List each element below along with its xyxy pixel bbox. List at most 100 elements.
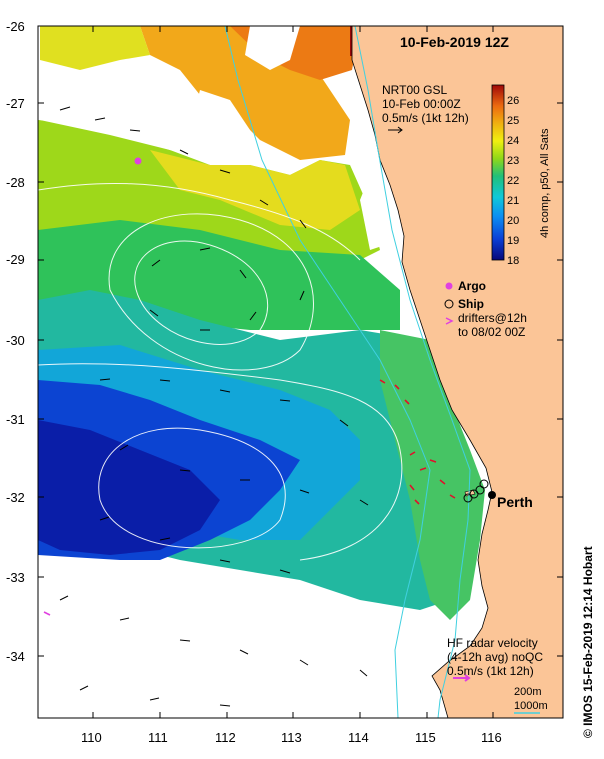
colorbar-label: 4h comp, p50, All Sats (539, 128, 551, 238)
colorbar-tick: 21 (507, 195, 519, 207)
current-arrow (299, 659, 309, 666)
drifter-legend-icon (445, 317, 454, 325)
isobath-1000m (224, 26, 431, 718)
credit-text: © IMOS 15-Feb-2019 12:14 Hobart (581, 546, 595, 738)
ship-track (463, 479, 489, 503)
current-arrow (199, 247, 211, 251)
current-arrow (59, 595, 69, 601)
hf-arrow (394, 384, 400, 390)
lat-label: -30 (6, 333, 25, 348)
current-arrow (359, 669, 368, 677)
argo-legend-icon (445, 282, 453, 290)
lon-label: 110 (81, 730, 102, 745)
drifter-track (43, 611, 51, 616)
lat-label: -33 (6, 570, 25, 585)
hf-radar-legend: HF radar velocity (4-12h avg) noQC 0.5m/… (447, 636, 543, 682)
legend-drifters-1: drifters@12h (458, 311, 527, 325)
hf-line-1: HF radar velocity (447, 636, 538, 650)
hf-line-2: (4-12h avg) noQC (447, 650, 543, 664)
colorbar-ramp (491, 84, 505, 261)
current-arrow (59, 106, 71, 111)
isobath-200m (354, 26, 471, 718)
current-arrow (179, 469, 191, 472)
current-arrow (149, 697, 160, 701)
lat-axis: -26 -27 -28 -29 -30 -31 -32 -33 -34 (6, 19, 563, 664)
hf-arrow (409, 484, 415, 491)
lat-label: -28 (6, 175, 25, 190)
lat-label: -34 (6, 649, 25, 664)
hf-line-3: 0.5m/s (1kt 12h) (447, 664, 534, 678)
product-line-2: 10-Feb 00:00Z (382, 97, 461, 111)
legend-argo: Argo (458, 279, 486, 293)
colorbar-tick: 20 (507, 215, 519, 227)
current-arrow (119, 444, 129, 451)
colorbar-tick: 19 (507, 235, 519, 247)
current-arrow (94, 117, 106, 121)
colorbar-tick: 25 (507, 115, 519, 127)
product-info: NRT00 GSL 10-Feb 00:00Z 0.5m/s (1kt 12h) (382, 83, 469, 134)
lon-label: 116 (481, 730, 502, 745)
colorbar-tick: 22 (507, 175, 519, 187)
lon-label: 115 (415, 730, 436, 745)
hf-arrow (414, 499, 420, 505)
current-arrow (119, 617, 130, 621)
legend-ship: Ship (458, 297, 484, 311)
lon-label: 111 (148, 730, 168, 745)
colorbar: 26 25 24 23 22 21 20 19 18 4h comp, p50,… (491, 84, 551, 267)
sst-band-deep-blue (38, 420, 220, 555)
legend: Argo Ship drifters@12h to 08/02 00Z (444, 279, 527, 339)
isobath-label-1000m: 1000m (514, 700, 548, 712)
contour-eddy-outer (108, 213, 314, 371)
contour-north (38, 182, 361, 261)
current-arrow (99, 378, 111, 381)
isobath-legend: 200m 1000m (514, 686, 548, 714)
current-arrow (99, 516, 110, 521)
current-arrow (179, 149, 189, 155)
current-arrow (219, 704, 231, 707)
hf-arrow (429, 459, 437, 463)
plot-area (38, 26, 563, 718)
isobath-lines (224, 26, 471, 718)
current-arrow (129, 129, 141, 132)
current-arrow (299, 489, 310, 494)
city-label-perth: Perth (497, 494, 533, 510)
map-title: 10-Feb-2019 12Z (400, 34, 509, 50)
sst-band-yellow-north (40, 26, 150, 70)
current-arrow (339, 419, 349, 427)
current-arrow (149, 309, 159, 317)
hf-arrow (379, 379, 386, 384)
current-arrow (259, 199, 269, 206)
contour-south-loop (98, 427, 286, 549)
current-arrow (279, 399, 291, 402)
hf-arrow (404, 399, 410, 405)
current-arrow (79, 685, 89, 691)
current-arrow (279, 569, 291, 574)
sst-band-southern-gap (38, 555, 563, 718)
current-arrow (219, 559, 231, 563)
current-arrow (239, 649, 249, 655)
colorbar-tick: 24 (507, 135, 519, 147)
contour-long (38, 363, 403, 561)
lat-label: -31 (6, 412, 25, 427)
reference-arrow (388, 126, 403, 134)
land-western-australia (351, 26, 563, 718)
hf-radar-vectors (379, 379, 456, 505)
lat-label: -32 (6, 490, 25, 505)
current-arrow (151, 259, 161, 267)
contour-lines (38, 182, 403, 561)
lon-label: 114 (348, 730, 369, 745)
lon-label: 112 (215, 730, 236, 745)
hf-arrow (419, 467, 427, 471)
hf-arrow (409, 451, 416, 456)
isobath-label-200m: 200m (514, 686, 542, 698)
hf-arrow (439, 479, 446, 485)
plot-frame (37, 25, 564, 719)
current-arrow (299, 219, 307, 229)
ship-legend-icon (444, 299, 454, 309)
hf-reference-arrow (453, 674, 471, 682)
current-arrow (159, 537, 171, 541)
current-arrow (159, 379, 171, 382)
current-arrow (239, 269, 247, 279)
lon-axis: 110 111 112 113 114 115 116 (81, 26, 502, 745)
